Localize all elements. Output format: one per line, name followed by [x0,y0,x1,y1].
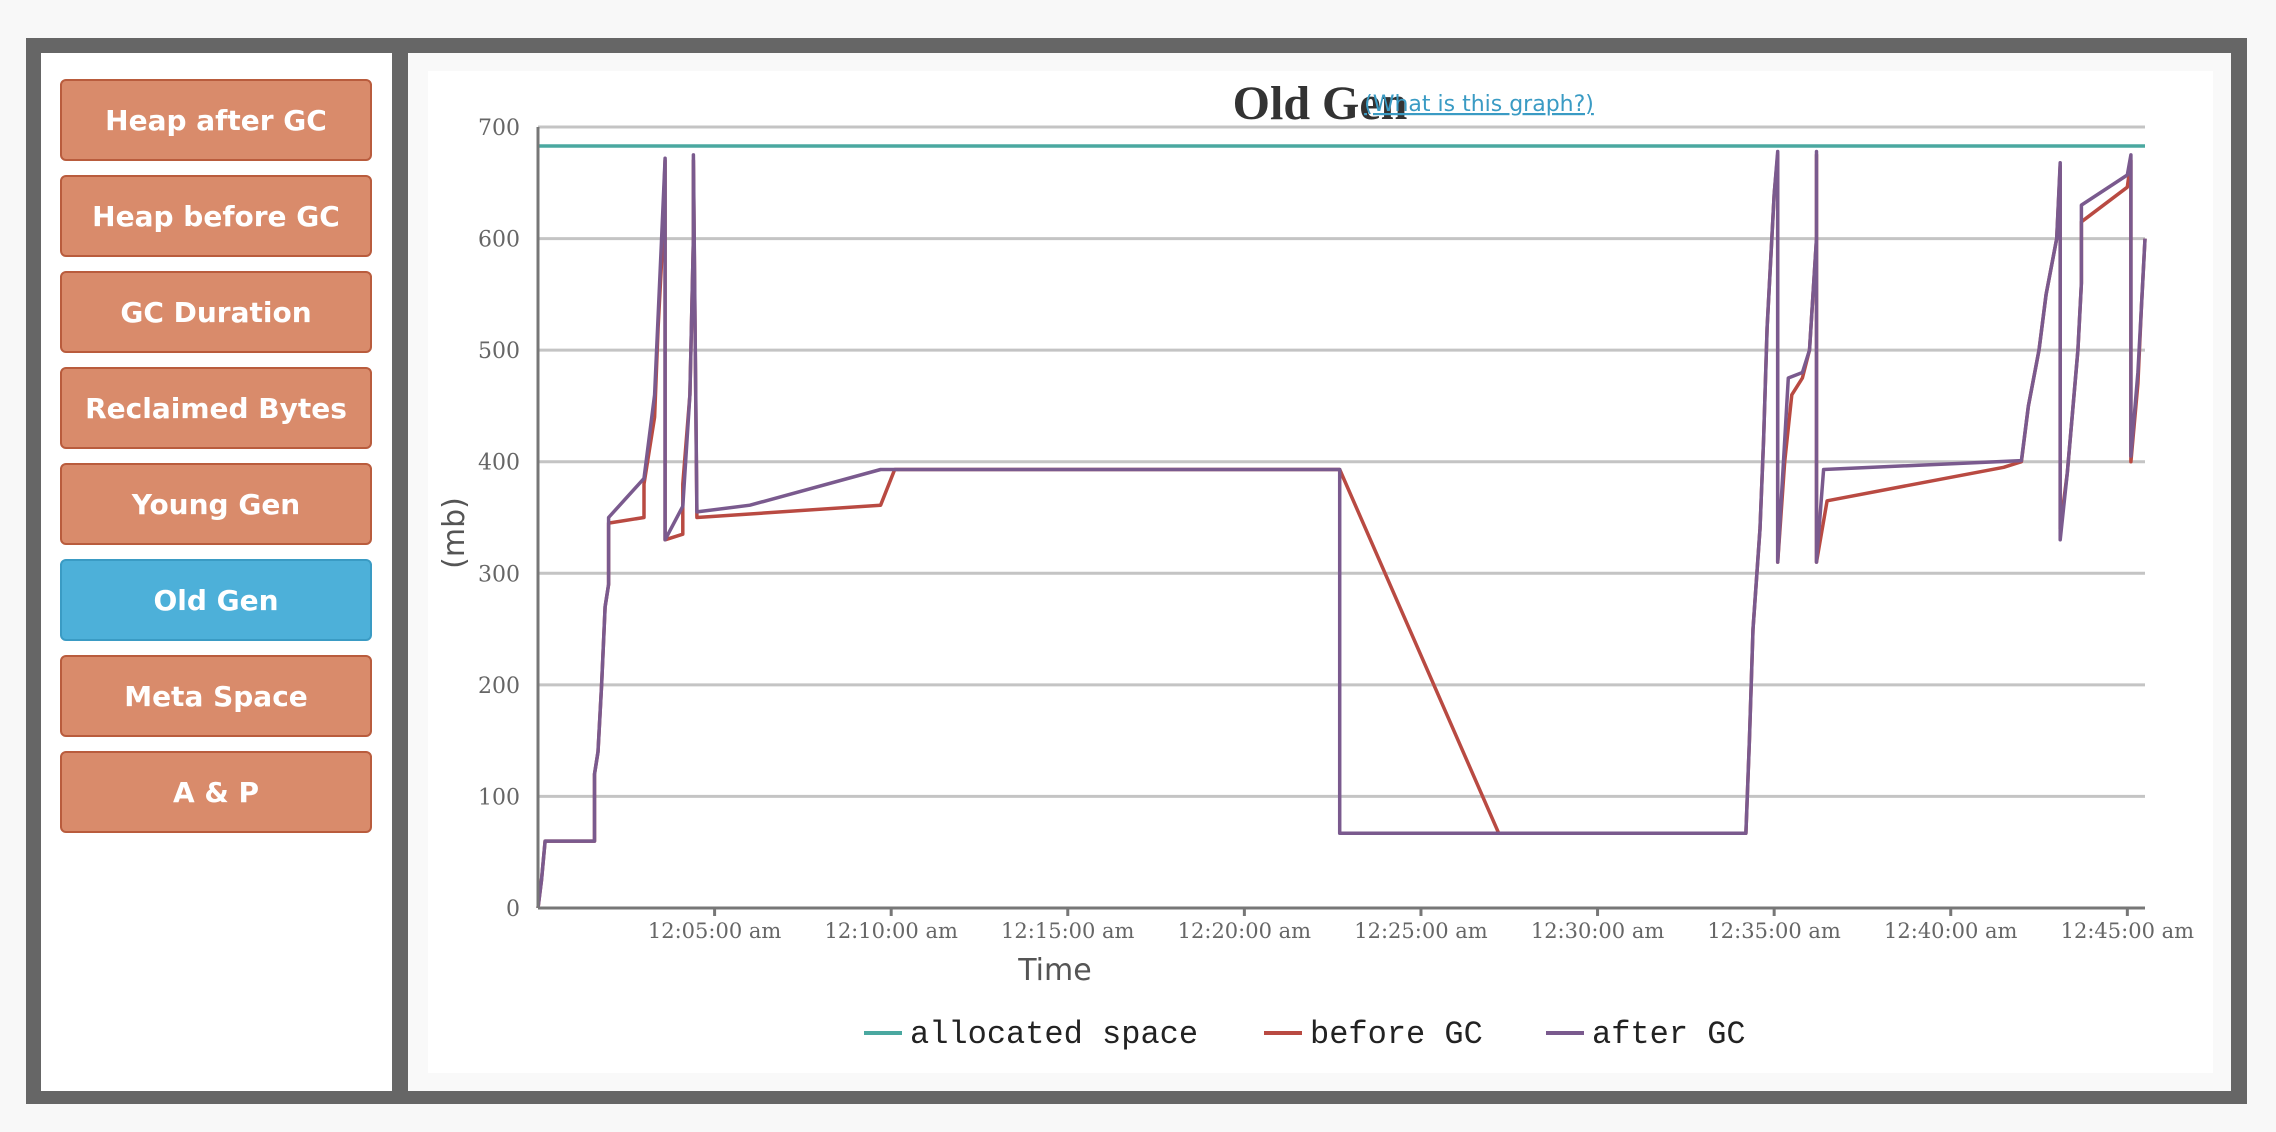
content-area: Old Gen (What is this graph?) 0 100 200 300… [408,53,2231,1091]
y-tick-label: 100 [478,785,520,810]
page-title: Old Gen [1233,77,1408,130]
y-tick-label: 700 [478,116,520,141]
legend-label-after-gc[interactable]: after GC [1592,1016,1746,1053]
sidebar: Heap after GC Heap before GC GC Duration… [41,53,392,1091]
sidebar-item-young-gen[interactable]: Young Gen [60,463,372,545]
x-tick-label: 12:10:00 am [824,919,958,943]
y-axis-ticks: 0 100 200 300 400 500 600 700 [478,116,520,922]
what-is-this-graph-link[interactable]: (What is this graph?) [1364,92,1594,117]
sidebar-item-a-and-p[interactable]: A & P [60,751,372,833]
y-tick-label: 600 [478,228,520,253]
sidebar-item-reclaimed-bytes[interactable]: Reclaimed Bytes [60,367,372,449]
axes [536,127,2145,910]
x-tick-label: 12:05:00 am [648,919,782,943]
sidebar-item-heap-before-gc[interactable]: Heap before GC [60,175,372,257]
legend-label-allocated[interactable]: allocated space [910,1016,1198,1053]
chart-panel: Old Gen (What is this graph?) 0 100 200 300… [428,71,2213,1073]
x-axis-ticks: 12:05:00 am 12:10:00 am 12:15:00 am 12:20:0… [648,908,2194,943]
y-tick-label: 300 [478,562,520,587]
legend-label-before-gc[interactable]: before GC [1310,1016,1483,1053]
x-tick-label: 12:45:00 am [2061,919,2195,943]
y-tick-label: 400 [478,451,520,476]
sidebar-item-heap-after-gc[interactable]: Heap after GC [60,79,372,161]
sidebar-item-meta-space[interactable]: Meta Space [60,655,372,737]
y-tick-label: 200 [478,674,520,699]
x-tick-label: 12:20:00 am [1178,919,1312,943]
sidebar-item-gc-duration[interactable]: GC Duration [60,271,372,353]
y-axis-label: (mb) [437,497,472,569]
x-tick-label: 12:40:00 am [1884,919,2018,943]
x-tick-label: 12:25:00 am [1354,919,1488,943]
legend: allocated space before GC after GC [864,1016,1746,1053]
grid [538,125,2145,798]
x-tick-label: 12:30:00 am [1531,919,1665,943]
sidebar-item-old-gen[interactable]: Old Gen [60,559,372,641]
x-tick-label: 12:15:00 am [1001,919,1135,943]
old-gen-chart: Old Gen (What is this graph?) 0 100 200 300… [437,77,2194,1053]
series-line-after-gc [536,149,2147,909]
series-lines [536,144,2147,909]
y-tick-label: 0 [506,897,520,922]
y-tick-label: 500 [478,339,520,364]
x-axis-label: Time [1017,953,1091,988]
x-tick-label: 12:35:00 am [1707,919,1841,943]
